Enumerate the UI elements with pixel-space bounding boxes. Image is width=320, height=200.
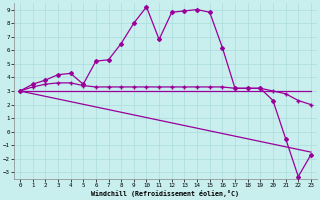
X-axis label: Windchill (Refroidissement éolien,°C): Windchill (Refroidissement éolien,°C) <box>92 190 239 197</box>
